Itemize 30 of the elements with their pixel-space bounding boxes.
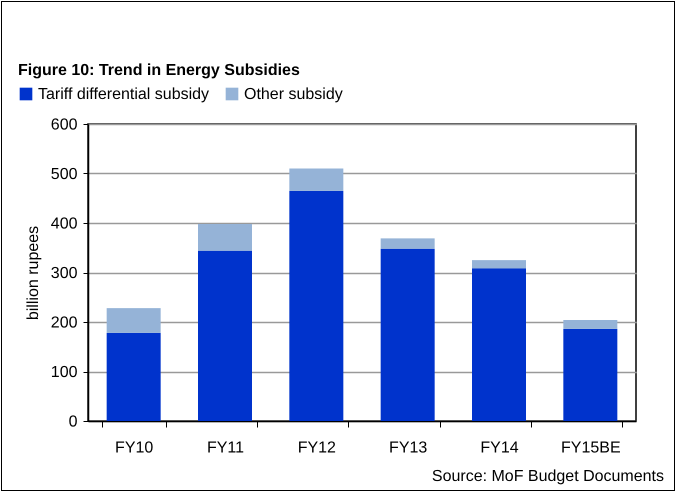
y-tick-label: 300: [50, 265, 78, 282]
x-tick-label: FY12: [298, 440, 336, 456]
chart-title: Figure 10: Trend in Energy Subsidies: [18, 62, 300, 79]
y-axis-title: billion rupees: [24, 226, 42, 320]
y-tick-label: 500: [50, 166, 78, 183]
bar: [289, 168, 344, 191]
bar: [472, 268, 526, 421]
y-tick-label: 400: [50, 216, 78, 232]
y-tick-label: 600: [50, 116, 78, 134]
source-note: Source: MoF Budget Documents: [432, 468, 664, 486]
bar: [563, 320, 618, 329]
bar: [106, 308, 161, 333]
bar: [198, 250, 252, 421]
x-tick-label: FY14: [480, 440, 519, 456]
bar: [106, 332, 161, 421]
bar: [289, 190, 344, 421]
x-tick-label: FY10: [115, 440, 154, 456]
x-tick-label: FY15BE: [561, 440, 621, 456]
bar: [198, 224, 252, 251]
bar: [380, 238, 435, 249]
bar: [563, 328, 618, 421]
x-tick-label: FY13: [389, 440, 428, 456]
bar: [472, 260, 526, 269]
bar: [380, 248, 435, 421]
legend-label: Tariff differential subsidy: [38, 86, 210, 103]
x-tick-label: FY11: [206, 440, 244, 456]
y-tick-label: 0: [68, 414, 78, 430]
y-tick-label: 100: [50, 364, 78, 381]
legend-label: Other subsidy: [244, 86, 343, 103]
y-tick-label: 200: [50, 314, 78, 332]
